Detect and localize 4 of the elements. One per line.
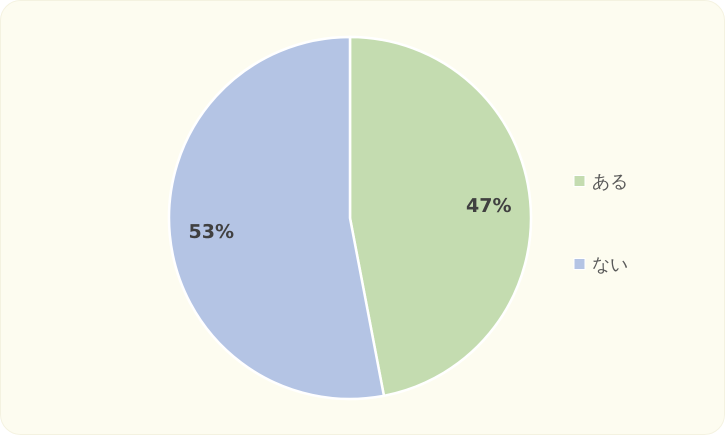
data-label: 53%: [188, 221, 234, 244]
data-label: 47%: [466, 194, 512, 217]
legend-label: ない: [592, 254, 628, 276]
legend-label: ある: [592, 172, 628, 192]
